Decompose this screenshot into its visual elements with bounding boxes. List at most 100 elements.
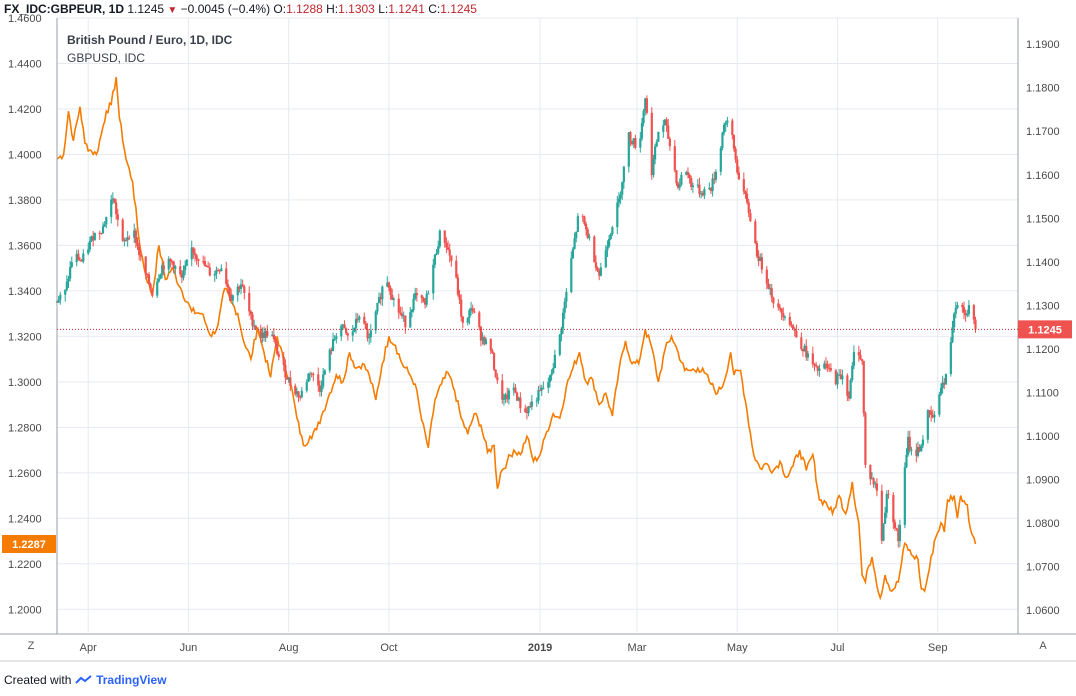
- candle-body: [599, 267, 602, 276]
- candle-body: [884, 512, 887, 524]
- candle-body: [548, 375, 552, 383]
- candle-body: [967, 305, 971, 315]
- candle-body: [484, 339, 487, 345]
- candle-body: [933, 414, 936, 418]
- tradingview-brand[interactable]: TradingView: [96, 673, 167, 687]
- candle-body: [422, 298, 425, 302]
- candle-body: [305, 381, 308, 391]
- candle-body: [593, 236, 596, 263]
- main-series-legend[interactable]: British Pound / Euro, 1D, IDC: [67, 33, 233, 47]
- open-value: 1.1288: [286, 2, 323, 16]
- gbpusd-line-series: [56, 76, 977, 601]
- candle-body: [897, 529, 900, 542]
- candle-body: [363, 316, 366, 324]
- candle-body: [460, 299, 463, 317]
- candle-body: [507, 390, 510, 400]
- candle-body: [276, 343, 279, 355]
- candle-body: [770, 288, 773, 298]
- log-scale-toggle-button[interactable]: Z: [27, 640, 35, 652]
- left-axis-tick-label: 1.3800: [8, 195, 42, 207]
- candle-body: [696, 184, 699, 186]
- last-price: 1.1245: [127, 2, 165, 16]
- candle-body: [331, 339, 335, 352]
- left-axis-tick-label: 1.2000: [8, 604, 42, 616]
- candle-body: [782, 313, 785, 318]
- candle-body: [412, 298, 415, 311]
- candle-body: [621, 182, 624, 195]
- candle-body: [815, 364, 818, 367]
- high-label: H:: [326, 2, 339, 16]
- candle-body: [667, 125, 670, 139]
- candle-body: [138, 246, 141, 256]
- candle-body: [606, 246, 609, 251]
- left-axis-tick-label: 1.3200: [8, 331, 42, 343]
- candle-body: [824, 363, 828, 365]
- candle-body: [701, 193, 704, 196]
- candle-body: [887, 493, 890, 495]
- candle-body: [414, 293, 417, 299]
- candle-body: [512, 387, 515, 391]
- candle-body: [87, 249, 90, 254]
- candle-body: [481, 337, 484, 341]
- candle-body: [136, 242, 139, 247]
- time-axis-label: Apr: [80, 642, 97, 654]
- candle-body: [147, 274, 151, 285]
- candle-body: [650, 112, 653, 176]
- candle-body: [588, 236, 591, 238]
- candle-body: [243, 286, 246, 294]
- candle-body: [829, 368, 833, 371]
- candle-body: [962, 307, 966, 313]
- right-axis-tick-label: 1.1600: [1026, 170, 1060, 182]
- candle-body: [880, 490, 883, 541]
- candle-body: [561, 312, 565, 329]
- candle-body: [202, 261, 205, 263]
- candle-body: [527, 406, 530, 413]
- candle-body: [64, 289, 67, 295]
- candle-body: [517, 397, 520, 401]
- candle-body: [111, 198, 114, 200]
- candle-body: [445, 242, 448, 248]
- candle-body: [772, 297, 775, 304]
- candle-body: [261, 332, 264, 338]
- candle-body: [875, 483, 879, 491]
- candle-body: [322, 374, 325, 387]
- left-last-price-badge: [2, 534, 56, 553]
- candle-body: [611, 227, 614, 235]
- candle-body: [746, 194, 749, 203]
- left-axis-tick-label: 1.4200: [8, 104, 42, 116]
- candle-body: [535, 400, 538, 402]
- candle-body: [629, 132, 632, 141]
- candle-body: [77, 253, 80, 260]
- candle-body: [144, 256, 147, 275]
- candle-body: [433, 254, 437, 265]
- candle-body: [272, 334, 275, 340]
- candle-body: [811, 353, 814, 365]
- candle-body: [335, 336, 338, 339]
- candle-body: [790, 324, 793, 326]
- candle-body: [208, 267, 211, 276]
- candle-body: [910, 449, 913, 451]
- price-change: −0.0045 (−0.4%): [180, 2, 271, 16]
- candle-body: [801, 349, 805, 352]
- candle-body: [149, 284, 152, 290]
- candle-body: [755, 243, 759, 257]
- candle-body: [688, 174, 691, 178]
- candle-body: [228, 287, 231, 295]
- candle-body: [443, 230, 446, 243]
- candle-body: [113, 198, 116, 203]
- candle-body: [872, 478, 875, 485]
- candle-body: [726, 120, 729, 123]
- left-axis-tick-label: 1.3400: [8, 286, 42, 298]
- candle-body: [253, 325, 256, 327]
- right-axis-tick-label: 1.0600: [1026, 605, 1060, 617]
- candle-body: [525, 412, 529, 414]
- symbol-name[interactable]: FX_IDC:GBPEUR, 1D: [4, 2, 125, 16]
- candle-body: [529, 406, 532, 408]
- candle-body: [230, 294, 233, 301]
- auto-scale-button[interactable]: A: [1039, 640, 1047, 652]
- candle-body: [759, 257, 762, 262]
- candle-body: [644, 98, 647, 111]
- compare-series-legend[interactable]: GBPUSD, IDC: [67, 51, 146, 65]
